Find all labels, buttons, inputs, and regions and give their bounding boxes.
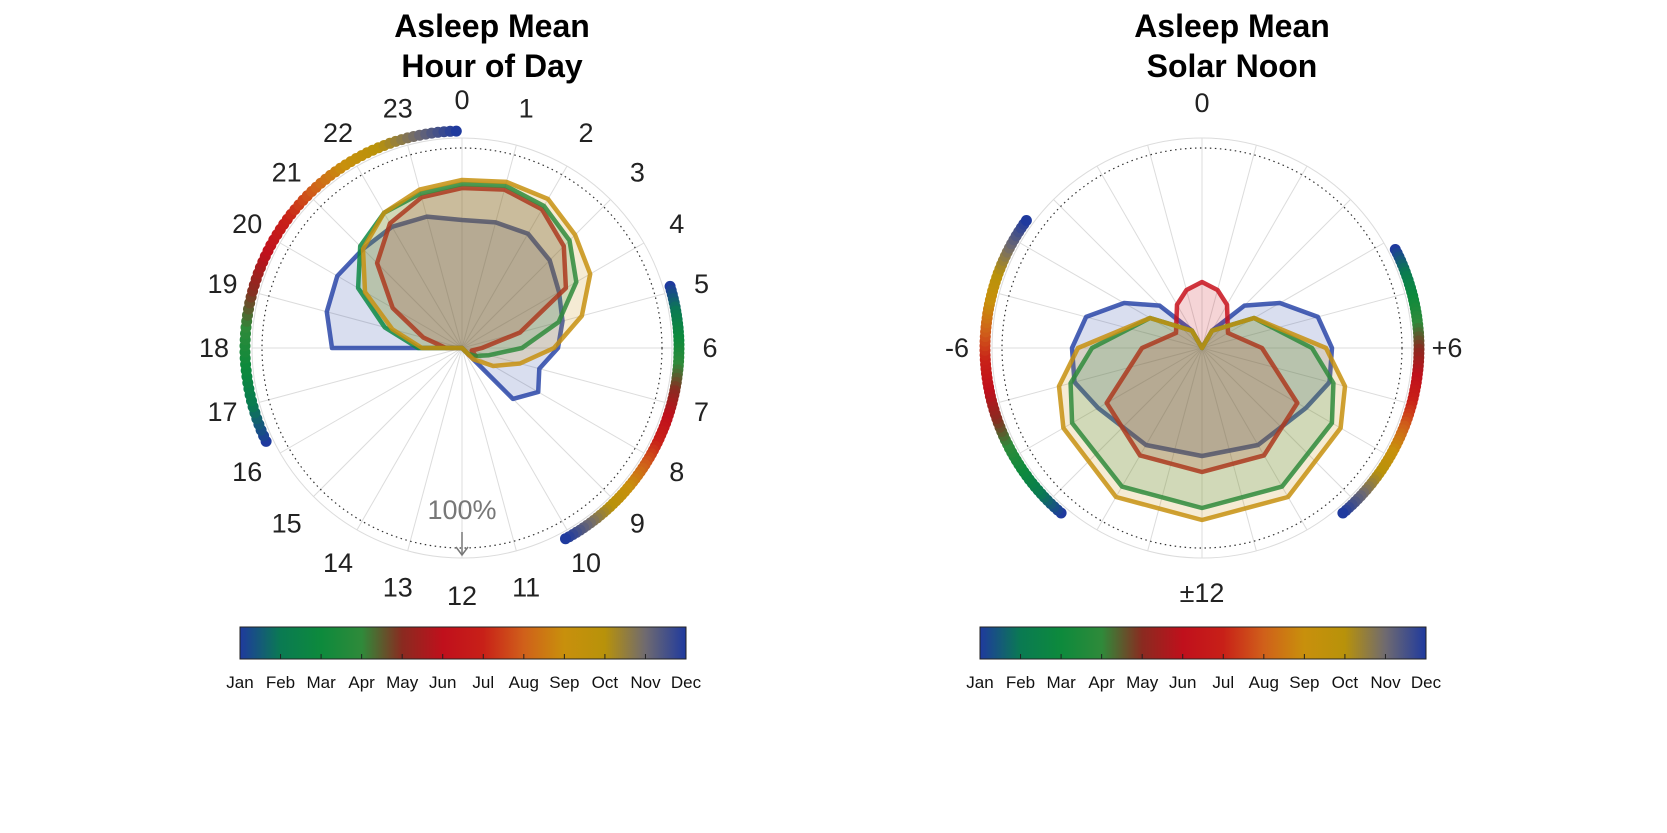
- angular-tick-label: 14: [323, 548, 353, 578]
- angular-tick-label: 19: [207, 269, 237, 299]
- angular-tick-label: 8: [669, 457, 684, 487]
- angular-tick-label: 7: [694, 397, 709, 427]
- angular-tick-label: 23: [383, 94, 413, 124]
- colorbar-labels: Jan Feb Mar Apr May Jun Jul Aug Sep Oct Nov Dec: [226, 654, 701, 692]
- colorbar-label: Aug: [1249, 673, 1279, 692]
- angular-tick-label: 22: [323, 118, 353, 148]
- angular-tick-label: 3: [630, 158, 645, 188]
- colorbar-label: Oct: [592, 673, 619, 692]
- angular-tick-label: +6: [1432, 333, 1463, 363]
- angular-tick-label: ±12: [1180, 578, 1225, 608]
- colorbar-label: Jun: [429, 673, 456, 692]
- colorbar-label: Feb: [1006, 673, 1035, 692]
- sun-arc-dot-evening: [1337, 508, 1348, 519]
- polar-plot-svg: 0 123456789101112131415161718192021222310…: [112, 0, 872, 833]
- sun-arc-dot-sunset: [451, 126, 462, 137]
- angular-tick-label: 21: [272, 158, 302, 188]
- colorbar-label: May: [386, 673, 419, 692]
- polar-chart-solar-noon: Asleep Mean Solar Noon 0 +6 ±12 -6 Jan Feb Mar…: [852, 0, 1612, 833]
- angular-tick-label: 13: [383, 573, 413, 603]
- angular-tick-label: -6: [945, 333, 969, 363]
- colorbar-label: Sep: [1289, 673, 1319, 692]
- colorbar-label: Dec: [1411, 673, 1442, 692]
- colorbar-label: Oct: [1332, 673, 1359, 692]
- colorbar-label: Dec: [671, 673, 702, 692]
- angular-tick-label: 9: [630, 508, 645, 538]
- angular-tick-label: 16: [232, 457, 262, 487]
- colorbar-label: Jan: [226, 673, 253, 692]
- grid-spoke: [280, 348, 462, 453]
- series-group: [327, 180, 590, 399]
- colorbar-label: Apr: [1088, 673, 1115, 692]
- colorbar: [240, 627, 686, 659]
- colorbar-label: Feb: [266, 673, 295, 692]
- angular-tick-label: 0: [1194, 88, 1209, 118]
- colorbar-label: Nov: [1370, 673, 1401, 692]
- angular-tick-label: 6: [702, 333, 717, 363]
- colorbar-label: Aug: [509, 673, 539, 692]
- grid-spoke: [314, 348, 462, 496]
- angular-tick-label: 17: [207, 397, 237, 427]
- colorbar-label: Jun: [1169, 673, 1196, 692]
- colorbar-labels: Jan Feb Mar Apr May Jun Jul Aug Sep Oct Nov Dec: [966, 654, 1441, 692]
- angular-tick-label: 5: [694, 269, 709, 299]
- series-group: [1059, 282, 1345, 520]
- colorbar-label: Mar: [306, 673, 336, 692]
- radial-scale-label: 100%: [427, 495, 496, 525]
- angular-tick-label: 1: [519, 94, 534, 124]
- colorbar-label: Nov: [630, 673, 661, 692]
- angular-tick-label: 4: [669, 209, 684, 239]
- angular-tick-label: 10: [571, 548, 601, 578]
- angular-tick-label: 2: [578, 118, 593, 148]
- colorbar-label: Jul: [1212, 673, 1234, 692]
- colorbar: [980, 627, 1426, 659]
- angular-tick-label: 18: [199, 333, 229, 363]
- grid-spoke: [259, 348, 462, 402]
- angular-tick-label: 15: [272, 508, 302, 538]
- angular-tick-label: 11: [512, 573, 540, 603]
- colorbar-label: Sep: [549, 673, 579, 692]
- colorbar-label: Jan: [966, 673, 993, 692]
- angular-tick-label: 0: [454, 85, 469, 115]
- colorbar-label: Jul: [472, 673, 494, 692]
- colorbar-label: May: [1126, 673, 1159, 692]
- sun-arc-dot-morning: [1021, 215, 1032, 226]
- angular-tick-label: 20: [232, 209, 262, 239]
- colorbar-label: Apr: [348, 673, 375, 692]
- angular-tick-label: 12: [447, 581, 477, 611]
- polar-plot-svg: 0 +6 ±12 -6 Jan Feb Mar Apr May Jun Jul Aug Sep Oct No…: [852, 0, 1612, 833]
- sun-arc-dot-sunrise: [560, 533, 571, 544]
- polar-chart-hour-of-day: Asleep Mean Hour of Day 0 1 2 3 4 5 6 7 8 9 10 11 12…: [112, 0, 872, 833]
- colorbar-label: Mar: [1046, 673, 1076, 692]
